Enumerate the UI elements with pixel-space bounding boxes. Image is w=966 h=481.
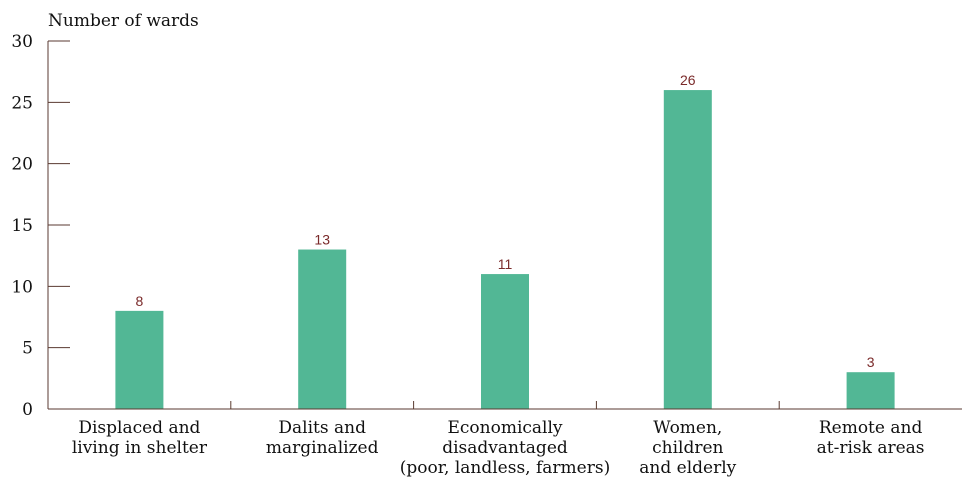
y-axis-ticks: 0 5 10 15 20 25 30 xyxy=(11,32,70,420)
data-labels: 8 13 11 26 3 xyxy=(136,72,875,370)
bars xyxy=(115,90,895,410)
x-axis-ticks xyxy=(230,401,780,409)
category-label-2-line-1: disadvantaged xyxy=(442,438,568,458)
data-label-2: 11 xyxy=(498,256,513,272)
y-tick-label-10: 10 xyxy=(11,277,33,297)
y-tick-label-25: 25 xyxy=(11,93,33,113)
y-tick-label-20: 20 xyxy=(11,155,33,175)
y-tick-label-0: 0 xyxy=(22,400,33,420)
category-label-3-line-1: children xyxy=(652,438,723,458)
y-tick-label-30: 30 xyxy=(11,32,33,52)
y-axis-label: Number of wards xyxy=(48,11,199,31)
category-label-0-line-1: living in shelter xyxy=(72,438,208,458)
category-label-4-line-1: at-risk areas xyxy=(817,438,925,458)
category-label-2-line-0: Economically xyxy=(447,418,562,438)
bar-1 xyxy=(298,249,347,409)
y-tick-label-5: 5 xyxy=(22,339,33,359)
bar-3 xyxy=(663,90,712,410)
data-label-4: 3 xyxy=(867,354,875,370)
category-label-4-line-0: Remote and xyxy=(819,418,923,438)
data-label-3: 26 xyxy=(680,72,696,88)
bar-2 xyxy=(481,274,529,409)
category-label-3-line-0: Women, xyxy=(653,418,722,438)
category-label-1-line-0: Dalits and xyxy=(278,418,366,438)
category-label-3-line-2: and elderly xyxy=(639,458,736,478)
category-label-2-line-2: (poor, landless, farmers) xyxy=(400,458,610,478)
bar-0 xyxy=(115,310,164,409)
category-label-1-line-1: marginalized xyxy=(266,438,379,458)
y-tick-label-15: 15 xyxy=(11,216,33,236)
category-label-0-line-0: Displaced and xyxy=(78,418,200,438)
data-label-0: 8 xyxy=(136,293,144,309)
data-label-1: 13 xyxy=(314,232,330,248)
bar-4 xyxy=(846,372,895,409)
